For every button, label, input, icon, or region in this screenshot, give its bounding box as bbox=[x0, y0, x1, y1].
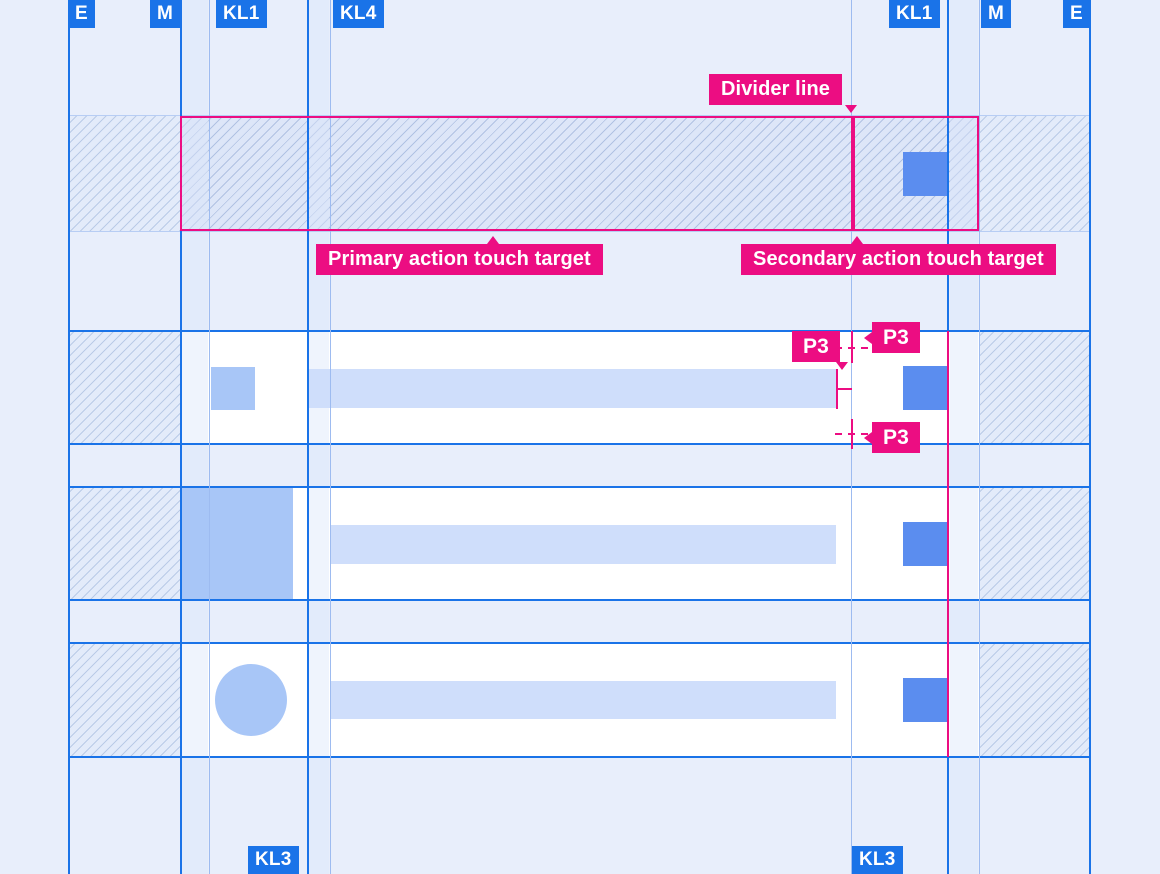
marker-e-right: E bbox=[1063, 0, 1090, 28]
padding-dash-top bbox=[835, 347, 873, 349]
keyline-kl1-left-inner bbox=[209, 0, 210, 874]
secondary-touch-target-outline bbox=[853, 116, 979, 231]
annotation-p3-bottom: P3 bbox=[864, 422, 920, 453]
marker-kl4-left: KL4 bbox=[333, 0, 384, 28]
marker-kl3-left: KL3 bbox=[248, 846, 299, 874]
column-band-kl1-right bbox=[950, 0, 978, 874]
annotation-divider-line: Divider line bbox=[709, 74, 857, 113]
primary-touch-target-outline bbox=[180, 116, 853, 231]
rule-row1-bottom bbox=[68, 231, 1090, 232]
column-band-kl1 bbox=[182, 0, 208, 874]
rule-row2-bottom bbox=[68, 443, 1090, 445]
rule-row4-top bbox=[68, 642, 1090, 644]
rule-row3-top bbox=[68, 486, 1090, 488]
keyline-kl4-left bbox=[330, 0, 331, 874]
primary-touch-target-pointer-icon bbox=[487, 236, 499, 244]
content-hatch-row1 bbox=[180, 116, 980, 231]
marker-e-left: E bbox=[68, 0, 95, 28]
annotation-p3-right: P3 bbox=[792, 331, 848, 370]
left-margin-hatch-row3 bbox=[68, 487, 180, 600]
padding-dash-bottom bbox=[835, 433, 873, 435]
annotation-secondary-touch-target: Secondary action touch target bbox=[741, 236, 1056, 275]
padding-tick-bottom bbox=[851, 419, 853, 449]
row4-leading-avatar[interactable] bbox=[215, 664, 287, 736]
row3-text-placeholder bbox=[331, 525, 836, 564]
keyline-kl1-left bbox=[307, 0, 309, 874]
annotation-secondary-touch-target-text: Secondary action touch target bbox=[741, 244, 1056, 275]
column-band-kl4 bbox=[309, 0, 329, 874]
rule-row2-top bbox=[68, 330, 1090, 332]
marker-kl3-right: KL3 bbox=[852, 846, 903, 874]
marker-kl1-left: KL1 bbox=[216, 0, 267, 28]
right-margin-hatch-row4 bbox=[980, 643, 1090, 757]
right-margin-hatch-row3 bbox=[980, 487, 1090, 600]
marker-m-left: M bbox=[150, 0, 181, 28]
left-margin-hatch-row2 bbox=[68, 331, 180, 444]
keyline-e-left bbox=[68, 0, 70, 874]
left-margin-hatch-row1 bbox=[68, 116, 180, 231]
keyline-m-right bbox=[979, 0, 980, 874]
right-margin-hatch-row1 bbox=[980, 116, 1090, 231]
marker-m-right: M bbox=[981, 0, 1012, 28]
right-margin-hatch-row2 bbox=[980, 331, 1090, 444]
padding-tick-top bbox=[851, 331, 853, 363]
annotation-divider-line-text: Divider line bbox=[709, 74, 843, 105]
rule-row4-bottom bbox=[68, 756, 1090, 758]
annotation-primary-touch-target: Primary action touch target bbox=[316, 236, 603, 275]
divider-line-pointer-icon bbox=[845, 105, 857, 113]
row4-trailing-icon[interactable] bbox=[903, 678, 947, 722]
annotation-p3-top-text: P3 bbox=[872, 322, 920, 353]
keyline-m-left bbox=[180, 0, 182, 874]
p3-top-pointer-icon bbox=[864, 332, 872, 344]
annotation-primary-touch-target-text: Primary action touch target bbox=[316, 244, 603, 275]
secondary-touch-target-pointer-icon bbox=[851, 236, 863, 244]
row4-text-placeholder bbox=[331, 681, 836, 719]
row3-leading-thumbnail[interactable] bbox=[180, 487, 293, 599]
padding-mark-text-right-cap bbox=[836, 388, 852, 390]
annotation-p3-right-text: P3 bbox=[792, 331, 840, 362]
left-margin-hatch-row4 bbox=[68, 643, 180, 757]
keyline-e-right bbox=[1089, 0, 1091, 874]
p3-bottom-pointer-icon bbox=[864, 432, 872, 444]
p3-right-pointer-icon bbox=[836, 362, 848, 370]
rule-row3-bottom bbox=[68, 599, 1090, 601]
annotation-p3-top: P3 bbox=[864, 322, 920, 353]
annotation-p3-bottom-text: P3 bbox=[872, 422, 920, 453]
padding-guide-vertical bbox=[947, 331, 949, 757]
row2-trailing-icon[interactable] bbox=[903, 366, 947, 410]
row2-text-placeholder bbox=[307, 369, 836, 408]
row2-leading-small-icon[interactable] bbox=[211, 367, 255, 410]
marker-kl1-right: KL1 bbox=[889, 0, 940, 28]
row3-trailing-icon[interactable] bbox=[903, 522, 947, 566]
rule-row1-top bbox=[68, 115, 1090, 116]
row1-secondary-action-icon[interactable] bbox=[903, 152, 947, 196]
